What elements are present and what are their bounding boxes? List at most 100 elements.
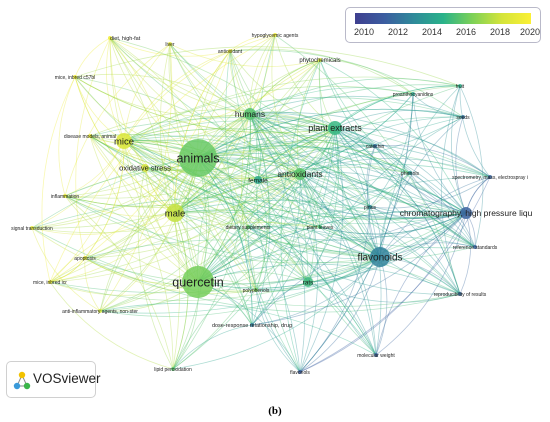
link-hypoglycemic-plant_extracts <box>274 34 336 129</box>
link-antioxidant-humans <box>229 50 251 115</box>
link-phenols-male <box>174 166 411 214</box>
link-signal_transduction-male <box>31 212 176 235</box>
node-liver[interactable] <box>168 42 172 46</box>
link-female-humans <box>249 113 262 181</box>
link-spectrometry-quercetin <box>197 176 491 283</box>
node-diet_high_fat[interactable] <box>108 36 112 40</box>
node-reproducibility[interactable] <box>458 292 462 296</box>
node-humans[interactable] <box>244 108 256 120</box>
link-dose_response-disease_models <box>89 135 253 326</box>
label-flavonoids: flavonoids <box>357 253 402 264</box>
node-apoptosis[interactable] <box>83 256 87 260</box>
node-signal_transduction[interactable] <box>30 226 34 230</box>
node-disease_models[interactable] <box>88 134 92 138</box>
label-seeds: seeds <box>456 115 470 121</box>
label-diet_high_fat: diet, high-fat <box>110 36 141 42</box>
node-animals[interactable] <box>179 139 217 177</box>
node-phytochemicals[interactable] <box>318 58 322 62</box>
link-pinus-spectrometry <box>369 176 491 209</box>
node-polyphenols[interactable] <box>254 288 258 292</box>
node-antioxidant[interactable] <box>228 49 232 53</box>
link-seeds-antioxidants <box>299 116 464 175</box>
link-phytochemicals-plant_extracts <box>318 59 336 129</box>
node-seeds[interactable] <box>461 115 465 119</box>
link-antioxidants-humans <box>249 113 301 175</box>
link-rats-dose_response <box>251 281 309 326</box>
node-pinus[interactable] <box>368 205 372 209</box>
node-mice_icr[interactable] <box>48 280 52 284</box>
node-dose_response[interactable] <box>250 323 254 327</box>
node-hypoglycemic[interactable] <box>273 33 277 37</box>
node-female[interactable] <box>254 176 262 184</box>
label-flavonols: flavonols <box>290 370 310 376</box>
node-proanthocyanidins[interactable] <box>411 92 415 96</box>
link-lipid_peroxidation-antioxidants <box>172 173 301 370</box>
node-rats[interactable] <box>303 277 313 287</box>
label-molecular_weight: molecular weight <box>357 353 395 359</box>
link-layer <box>31 34 491 373</box>
link-plant_leaves-chromatography <box>319 212 467 235</box>
node-lipid_peroxidation[interactable] <box>171 367 175 371</box>
link-mice_icr-apoptosis <box>49 257 86 283</box>
link-proanthocyanidins-antioxidant <box>229 48 414 95</box>
link-humans-plant_extracts <box>249 113 336 131</box>
link-phenols-reference_standards <box>409 172 476 248</box>
link-reference_standards-mice <box>123 139 476 248</box>
link-lipid_peroxidation-diet_high_fat <box>109 37 180 370</box>
link-apoptosis-mice <box>84 140 125 259</box>
node-dietary_supplements[interactable] <box>246 225 250 229</box>
network-map: animals quercetin flavonoids plant extracts… <box>11 33 532 376</box>
link-male-diet_high_fat <box>109 37 176 214</box>
node-reference_standards[interactable] <box>473 245 477 249</box>
node-chromatography[interactable] <box>460 207 472 219</box>
link-mice_c57bl-mice <box>74 76 125 142</box>
legend-tick-2012: 2012 <box>387 27 409 37</box>
node-inflammation[interactable] <box>63 194 67 198</box>
link-anti_inflammatory-male <box>99 212 176 312</box>
node-plant_leaves[interactable] <box>318 225 322 229</box>
link-molecular_weight-male <box>174 212 377 356</box>
link-anti_inflammatory-chromatography <box>99 212 467 314</box>
link-quercetin-chromatography <box>197 212 467 285</box>
label-polyphenols: polyphenols <box>243 288 270 294</box>
link-apoptosis-reproducibility <box>84 257 461 313</box>
link-fruit-reproducibility <box>440 85 461 295</box>
label-inflammation: inflammation <box>51 194 80 200</box>
node-molecular_weight[interactable] <box>374 353 378 357</box>
node-quercetin[interactable] <box>182 266 214 298</box>
node-antioxidants[interactable] <box>294 168 306 180</box>
node-mice[interactable] <box>116 133 132 149</box>
link-catechin-chromatography <box>374 145 467 214</box>
link-inflammation-female <box>64 179 259 207</box>
node-phenols[interactable] <box>408 171 412 175</box>
link-diet_high_fat-antioxidant <box>109 37 231 57</box>
node-male[interactable] <box>166 204 184 222</box>
node-mice_c57bl[interactable] <box>73 75 77 79</box>
link-female-proanthocyanidins <box>257 93 414 181</box>
link-proanthocyanidins-plant_extracts <box>334 93 414 129</box>
node-spectrometry[interactable] <box>488 175 492 179</box>
link-female-flavonoids <box>257 179 381 258</box>
link-reference_standards-animals <box>197 157 476 248</box>
link-fruit-male <box>174 85 461 214</box>
label-signal_transduction: signal transduction <box>11 226 53 232</box>
link-phenols-plant_extracts <box>334 127 411 174</box>
node-flavonoids[interactable] <box>370 247 390 267</box>
node-flavonols[interactable] <box>298 370 302 374</box>
link-pinus-quercetin <box>197 206 371 283</box>
node-fruit[interactable] <box>458 84 462 88</box>
link-mice_c57bl-plant_extracts <box>74 76 336 134</box>
link-anti_inflammatory-flavonoids <box>99 256 381 317</box>
node-plant_extracts[interactable] <box>328 121 342 135</box>
link-quercetin-flavonoids <box>197 256 381 289</box>
link-antioxidants-reproducibility <box>299 173 461 295</box>
link-animals-flavonoids <box>197 157 381 258</box>
node-anti_inflammatory[interactable] <box>98 309 102 313</box>
node-catechin[interactable] <box>373 144 377 148</box>
link-flavonoids-antioxidants <box>299 173 381 258</box>
node-oxidative_stress[interactable] <box>141 164 149 172</box>
link-seeds-male <box>174 116 464 214</box>
link-lipid_peroxidation-plant_extracts <box>172 127 336 370</box>
link-catechin-animals <box>197 135 376 159</box>
label-proanthocyanidins: proanthocyanidins <box>393 92 434 98</box>
